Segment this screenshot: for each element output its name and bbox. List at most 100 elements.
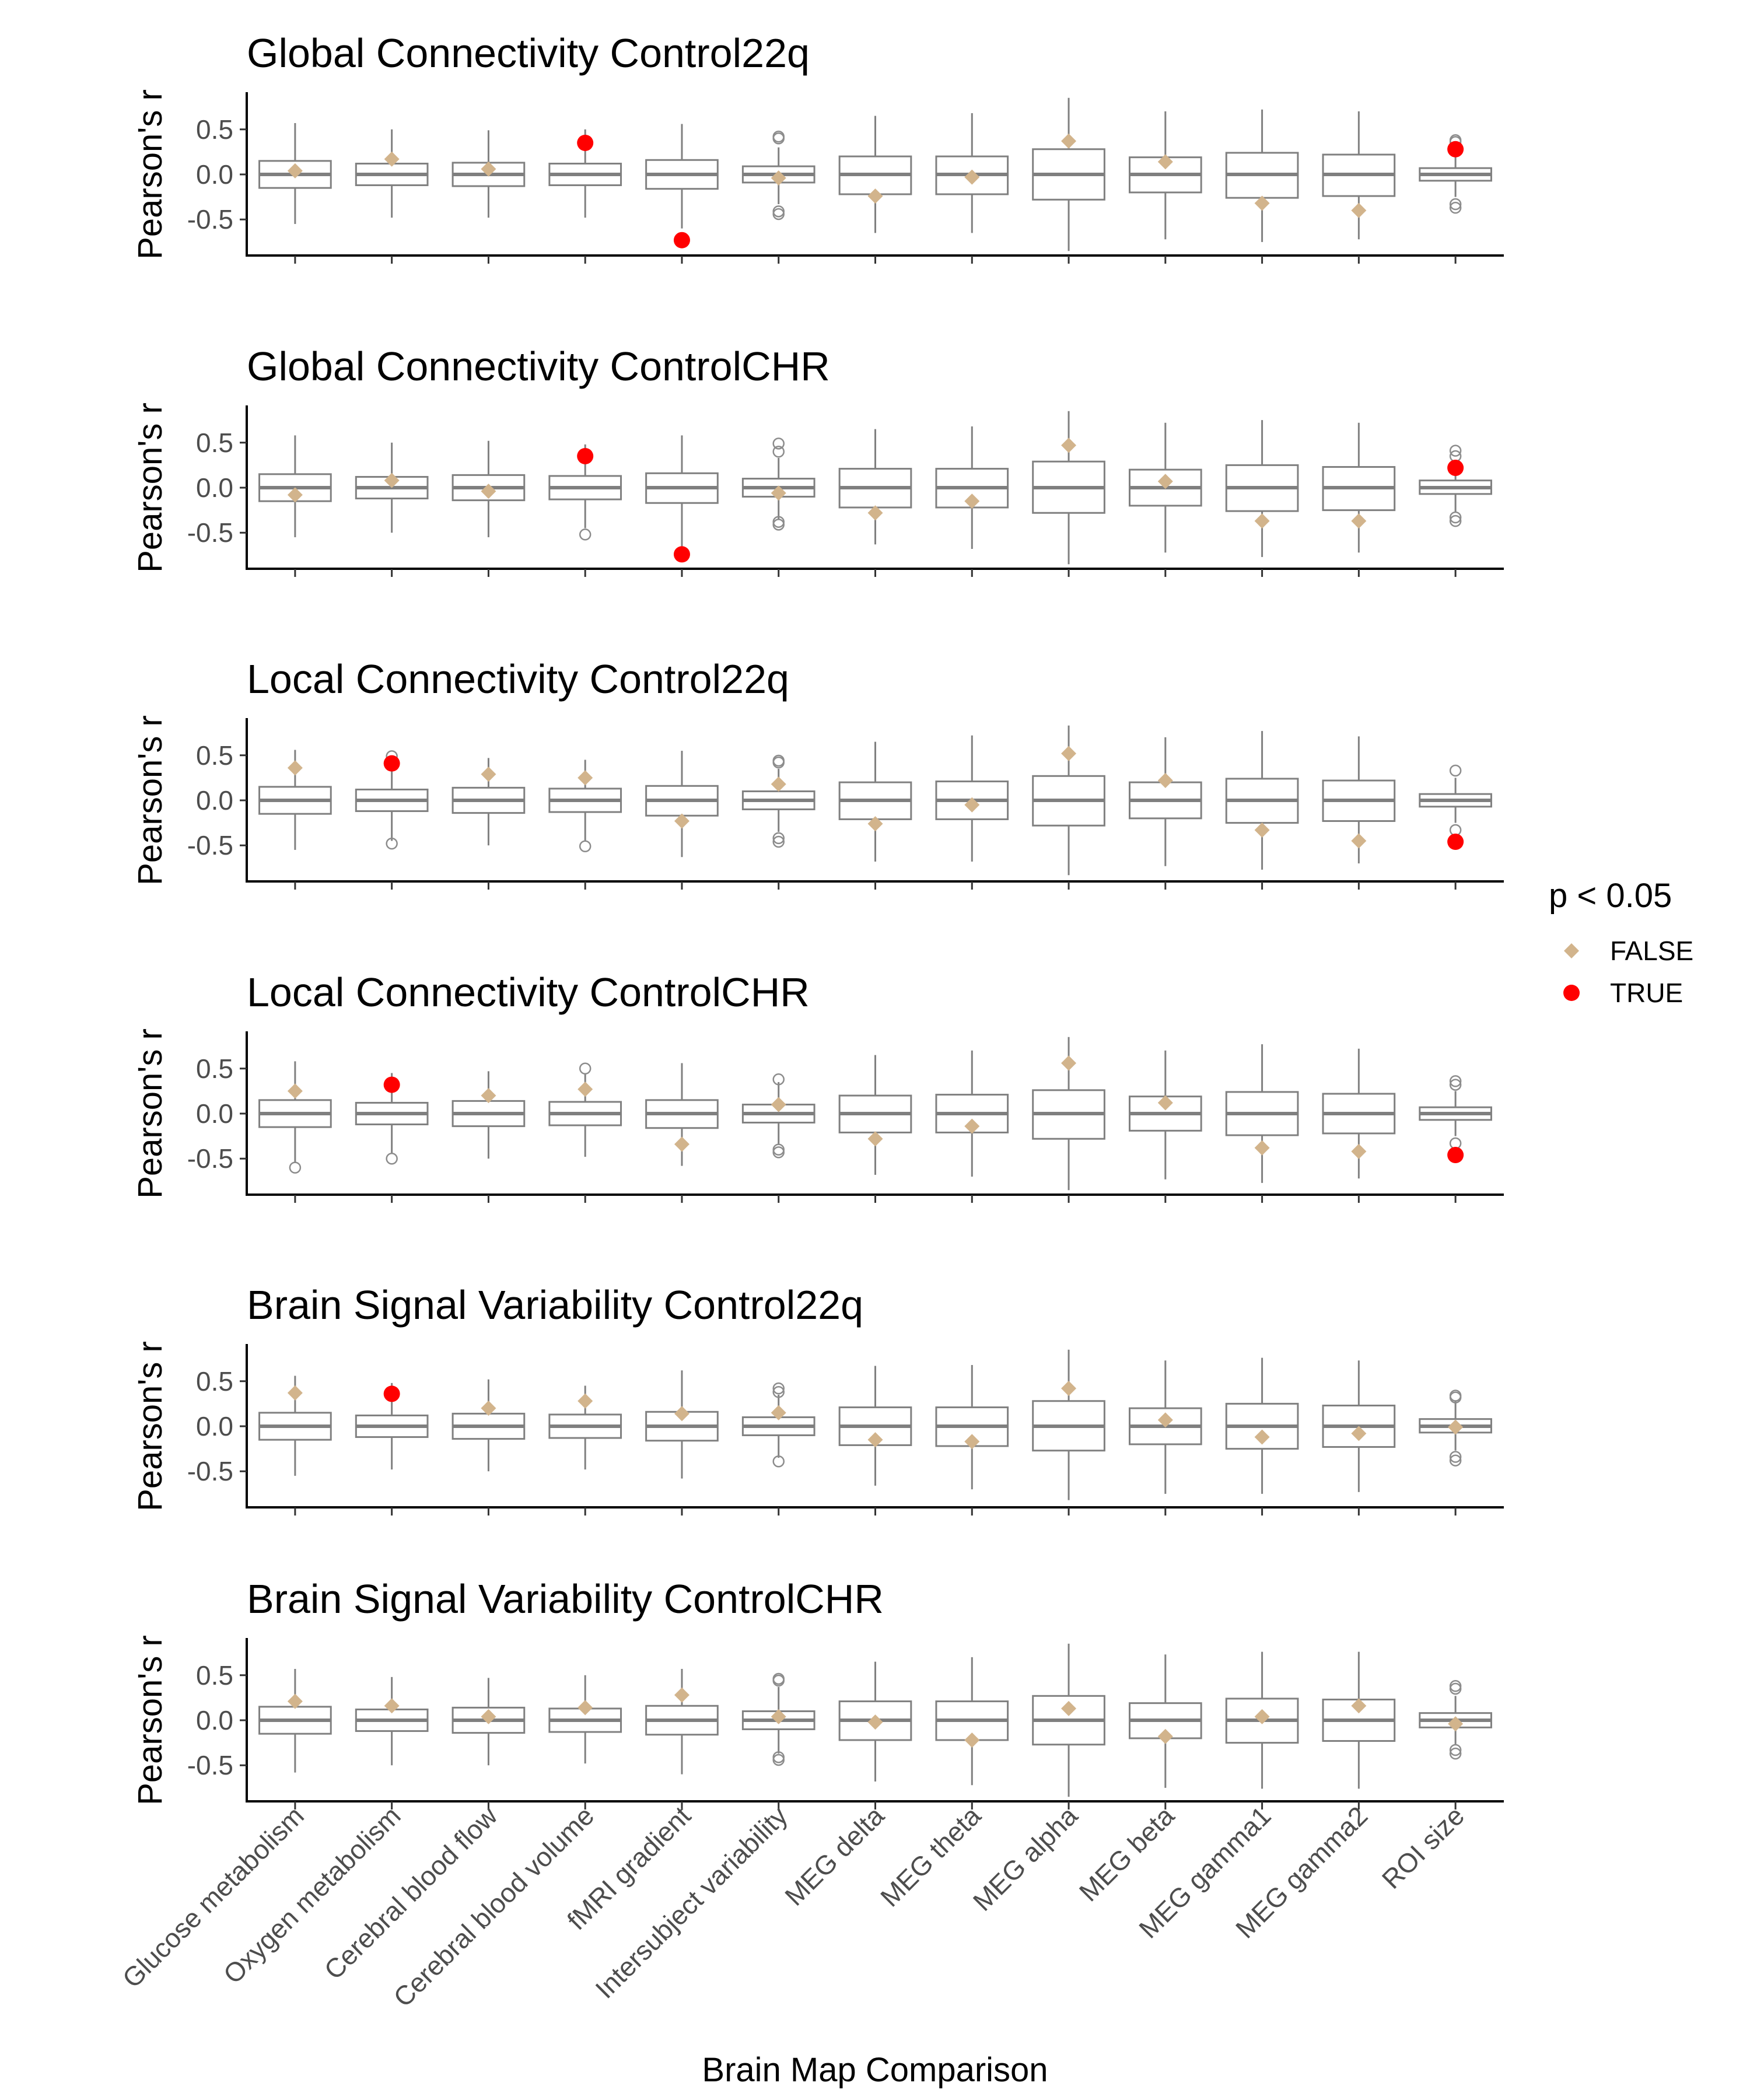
boxplot-5 [645, 435, 719, 547]
y-tick-label: 0.5 [196, 740, 233, 771]
outlier-point [1449, 1454, 1462, 1466]
nonsignificant-point [1351, 1426, 1367, 1441]
nonsignificant-point [674, 1406, 690, 1422]
boxplot-4 [548, 129, 622, 218]
boxplot-1 [258, 1668, 332, 1773]
legend: p < 0.05 FALSE TRUE [1549, 877, 1693, 1008]
nonsignificant-point [771, 1709, 786, 1724]
nonsignificant-point [1254, 1140, 1270, 1156]
legend-item-true: TRUE [1563, 978, 1683, 1008]
nonsignificant-point [287, 1385, 303, 1401]
y-axis-label: Pearson's r [131, 1028, 169, 1199]
outlier-point [1449, 444, 1462, 457]
outlier-point [1449, 1744, 1462, 1756]
boxplot-9 [1032, 1037, 1105, 1191]
nonsignificant-point [481, 1709, 496, 1724]
outlier-point [772, 445, 785, 458]
nonsignificant-point [1157, 474, 1173, 489]
nonsignificant-point [1351, 833, 1367, 849]
nonsignificant-point [1351, 513, 1367, 529]
nonsignificant-point [481, 1401, 496, 1416]
nonsignificant-point [674, 1136, 690, 1152]
boxplot-4 [548, 760, 622, 853]
nonsignificant-point [964, 1118, 980, 1134]
nonsignificant-point [964, 1434, 980, 1450]
outlier-point [579, 528, 592, 541]
nonsignificant-point [578, 770, 593, 786]
nonsignificant-point [964, 1732, 980, 1748]
y-axis-label: Pearson's r [131, 402, 169, 573]
nonsignificant-point [1351, 1143, 1367, 1159]
boxplot-12 [1322, 736, 1396, 864]
nonsignificant-point [771, 170, 786, 186]
y-tick-label: -0.5 [187, 1456, 233, 1486]
significant-point [383, 1076, 400, 1093]
legend-label: FALSE [1610, 936, 1693, 966]
boxplot-1 [258, 1061, 332, 1174]
y-tick-label: 0.5 [196, 1054, 233, 1084]
significant-point [1447, 1147, 1464, 1164]
outlier-point [772, 519, 785, 531]
legend-circle-icon [1563, 985, 1580, 1001]
panel-title: Global Connectivity ControlCHR [247, 344, 830, 389]
outlier-point [386, 1152, 398, 1165]
outlier-point [579, 1062, 592, 1075]
nonsignificant-point [964, 169, 980, 185]
outlier-point [772, 1146, 785, 1158]
panel-title: Local Connectivity ControlCHR [247, 970, 810, 1015]
y-tick-label: 0.5 [196, 114, 233, 145]
boxplot-12 [1322, 422, 1396, 553]
boxplot-7 [838, 429, 912, 545]
nonsignificant-point [964, 494, 980, 509]
panels-group: Global Connectivity Control22q Pearson's … [131, 30, 1504, 1810]
y-tick-label: 0.5 [196, 1660, 233, 1690]
nonsignificant-point [287, 1083, 303, 1099]
boxplot-10 [1128, 737, 1202, 866]
boxplot-12 [1322, 1048, 1396, 1179]
nonsignificant-point [867, 1714, 883, 1730]
significant-point [577, 134, 594, 151]
nonsignificant-point [384, 1698, 400, 1714]
boxplot-13 [1419, 444, 1492, 527]
boxplot-9 [1032, 97, 1105, 251]
y-tick-label: -0.5 [187, 204, 233, 235]
nonsignificant-point [1254, 1709, 1270, 1724]
boxplot-4 [548, 1385, 622, 1470]
nonsignificant-point [771, 1405, 786, 1420]
nonsignificant-point [1254, 513, 1270, 529]
nonsignificant-point [1448, 1716, 1464, 1732]
y-tick-label: -0.5 [187, 1750, 233, 1780]
legend-diamond-icon [1564, 943, 1579, 958]
nonsignificant-point [481, 484, 496, 499]
significant-point [673, 546, 690, 563]
y-tick-label: -0.5 [187, 517, 233, 548]
nonsignificant-point [578, 1082, 593, 1097]
nonsignificant-point [867, 188, 883, 204]
outlier-point [1449, 1682, 1462, 1695]
outlier-point [1449, 1075, 1462, 1087]
y-tick-label: -0.5 [187, 1143, 233, 1174]
y-tick-label: 0.0 [196, 785, 233, 816]
significant-point [383, 755, 400, 772]
outlier-point [772, 132, 785, 145]
outlier-point [386, 837, 398, 850]
nonsignificant-point [1061, 133, 1077, 149]
boxplot-2 [355, 1073, 429, 1165]
nonsignificant-point [287, 760, 303, 776]
boxplot-11 [1225, 109, 1299, 242]
y-axis-label: Pearson's r [131, 715, 169, 886]
outlier-point [772, 438, 785, 450]
boxplot-5 [645, 1063, 719, 1166]
nonsignificant-point [867, 505, 883, 521]
boxplot-7 [838, 741, 912, 862]
nonsignificant-point [1157, 773, 1173, 789]
nonsignificant-point [384, 151, 400, 167]
panel: Brain Signal Variability ControlCHR Pears… [131, 1576, 1504, 1810]
significant-point [1447, 460, 1464, 477]
y-tick-label: 0.0 [196, 1411, 233, 1441]
outlier-point [772, 1455, 785, 1468]
nonsignificant-point [1157, 154, 1173, 170]
boxplot-5 [645, 751, 719, 858]
